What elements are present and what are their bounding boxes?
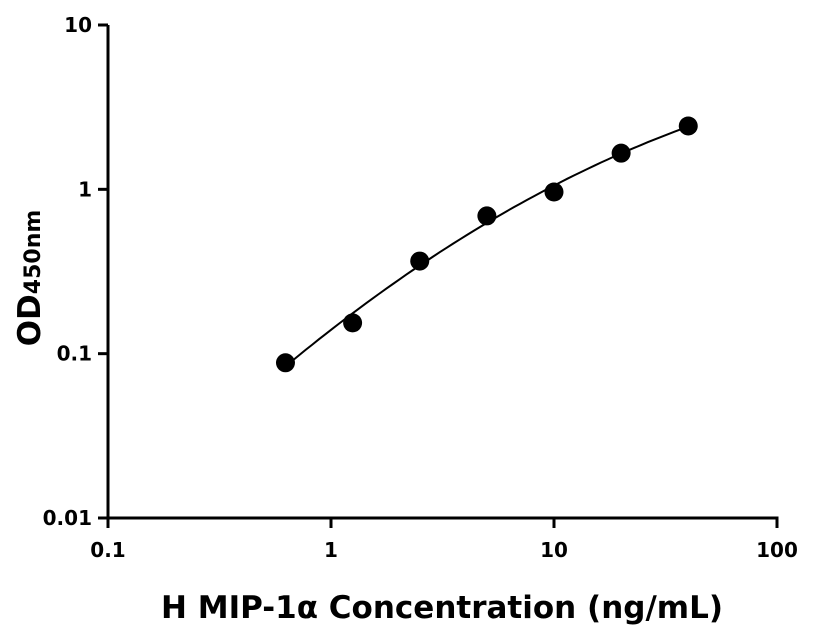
data-points: [275, 116, 698, 373]
fit-curve: [284, 125, 689, 368]
y-axis-title: OD450nm: [12, 210, 48, 347]
x-tick-label: 0.1: [90, 538, 125, 562]
y-axis-title-main: OD: [12, 294, 48, 346]
y-axis-title-sub: 450nm: [21, 210, 46, 295]
data-point: [343, 313, 363, 333]
data-point: [611, 143, 631, 163]
data-point: [678, 116, 698, 136]
x-tick-label: 1: [324, 538, 338, 562]
data-point: [410, 251, 430, 271]
y-tick-label: 1: [78, 177, 92, 201]
y-tick-label: 10: [64, 13, 92, 37]
x-axis-title: H MIP-1α Concentration (ng/mL): [161, 590, 723, 626]
y-tick-label: 0.01: [43, 506, 92, 530]
axes: 0.01 0.1 1 10 0.1 1 10 100: [43, 13, 798, 562]
y-tick-label: 0.1: [57, 342, 92, 366]
data-point: [477, 206, 497, 226]
x-tick-label: 10: [540, 538, 568, 562]
data-point: [544, 182, 564, 202]
data-point: [275, 353, 295, 373]
x-tick-label: 100: [756, 538, 798, 562]
